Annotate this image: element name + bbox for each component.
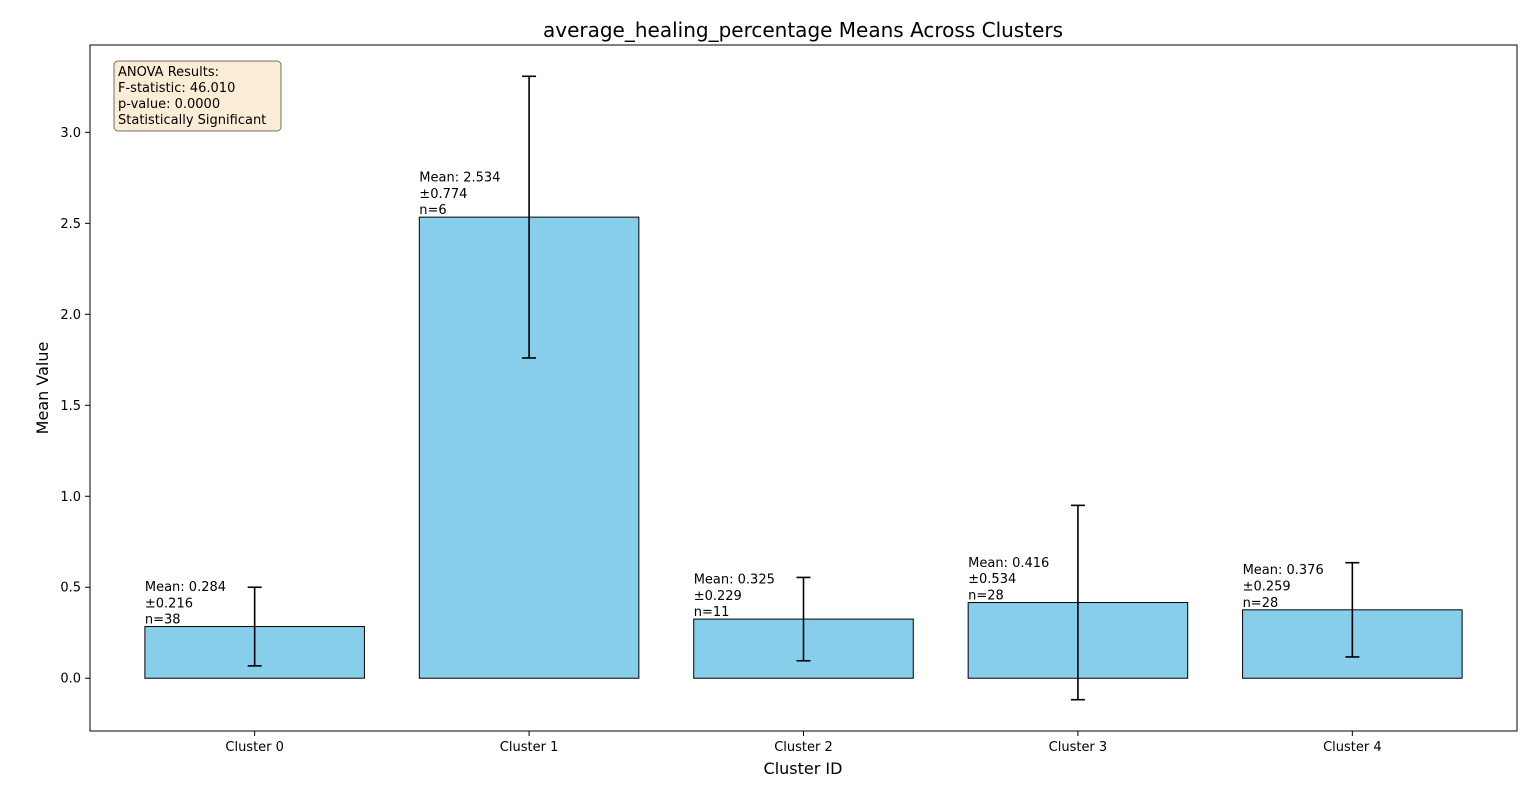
- x-axis-label: Cluster ID: [764, 759, 843, 778]
- plot-frame: [89, 44, 1518, 732]
- y-tick-label: 1.5: [60, 399, 81, 414]
- x-tick-label: Cluster 3: [1049, 740, 1108, 755]
- x-tick-label: Cluster 0: [225, 740, 284, 755]
- data-label: n=28: [968, 589, 1004, 604]
- data-label: Mean: 0.376: [1243, 563, 1324, 578]
- annotation-line: p-value: 0.0000: [118, 97, 220, 112]
- y-tick-label: 3.0: [60, 126, 81, 141]
- annotation-line: ANOVA Results:: [118, 65, 219, 80]
- annotation-box-frame: [113, 60, 282, 132]
- y-tick-label: 0.0: [60, 672, 81, 687]
- x-tick-label: Cluster 1: [500, 740, 559, 755]
- data-label: n=38: [145, 613, 181, 628]
- data-label: ±0.534: [968, 572, 1016, 587]
- annotation-line: Statistically Significant: [118, 113, 266, 128]
- data-label: ±0.229: [694, 589, 742, 604]
- data-label: Mean: 0.416: [968, 556, 1049, 571]
- data-label: ±0.259: [1243, 580, 1291, 595]
- data-label: n=6: [419, 203, 446, 218]
- x-tick-label: Cluster 2: [774, 740, 833, 755]
- plot-area: 0.0 0.5 1.0 1.5 2.0 2.5 3.0 Cluster 0 Mean: 0.28…: [60, 75, 1463, 755]
- chart-title: average_healing_percentage Means Across …: [543, 18, 1063, 42]
- y-tick-label: 1.0: [60, 490, 81, 505]
- data-label: n=28: [1243, 596, 1279, 611]
- data-label: ±0.216: [145, 596, 193, 611]
- data-label: Mean: 0.284: [145, 580, 226, 595]
- data-label: ±0.774: [419, 187, 467, 202]
- data-label: Mean: 2.534: [419, 171, 500, 186]
- x-tick-label: Cluster 4: [1323, 740, 1382, 755]
- data-label: n=11: [694, 605, 730, 620]
- anova-results-box: ANOVA Results:F-statistic: 46.010p-value…: [113, 60, 282, 132]
- y-tick-label: 2.5: [60, 217, 81, 232]
- y-axis-label: Mean Value: [33, 342, 52, 435]
- annotation-line: F-statistic: 46.010: [118, 81, 235, 96]
- y-tick-label: 0.5: [60, 581, 81, 596]
- y-tick-label: 2.0: [60, 308, 81, 323]
- data-label: Mean: 0.325: [694, 572, 775, 587]
